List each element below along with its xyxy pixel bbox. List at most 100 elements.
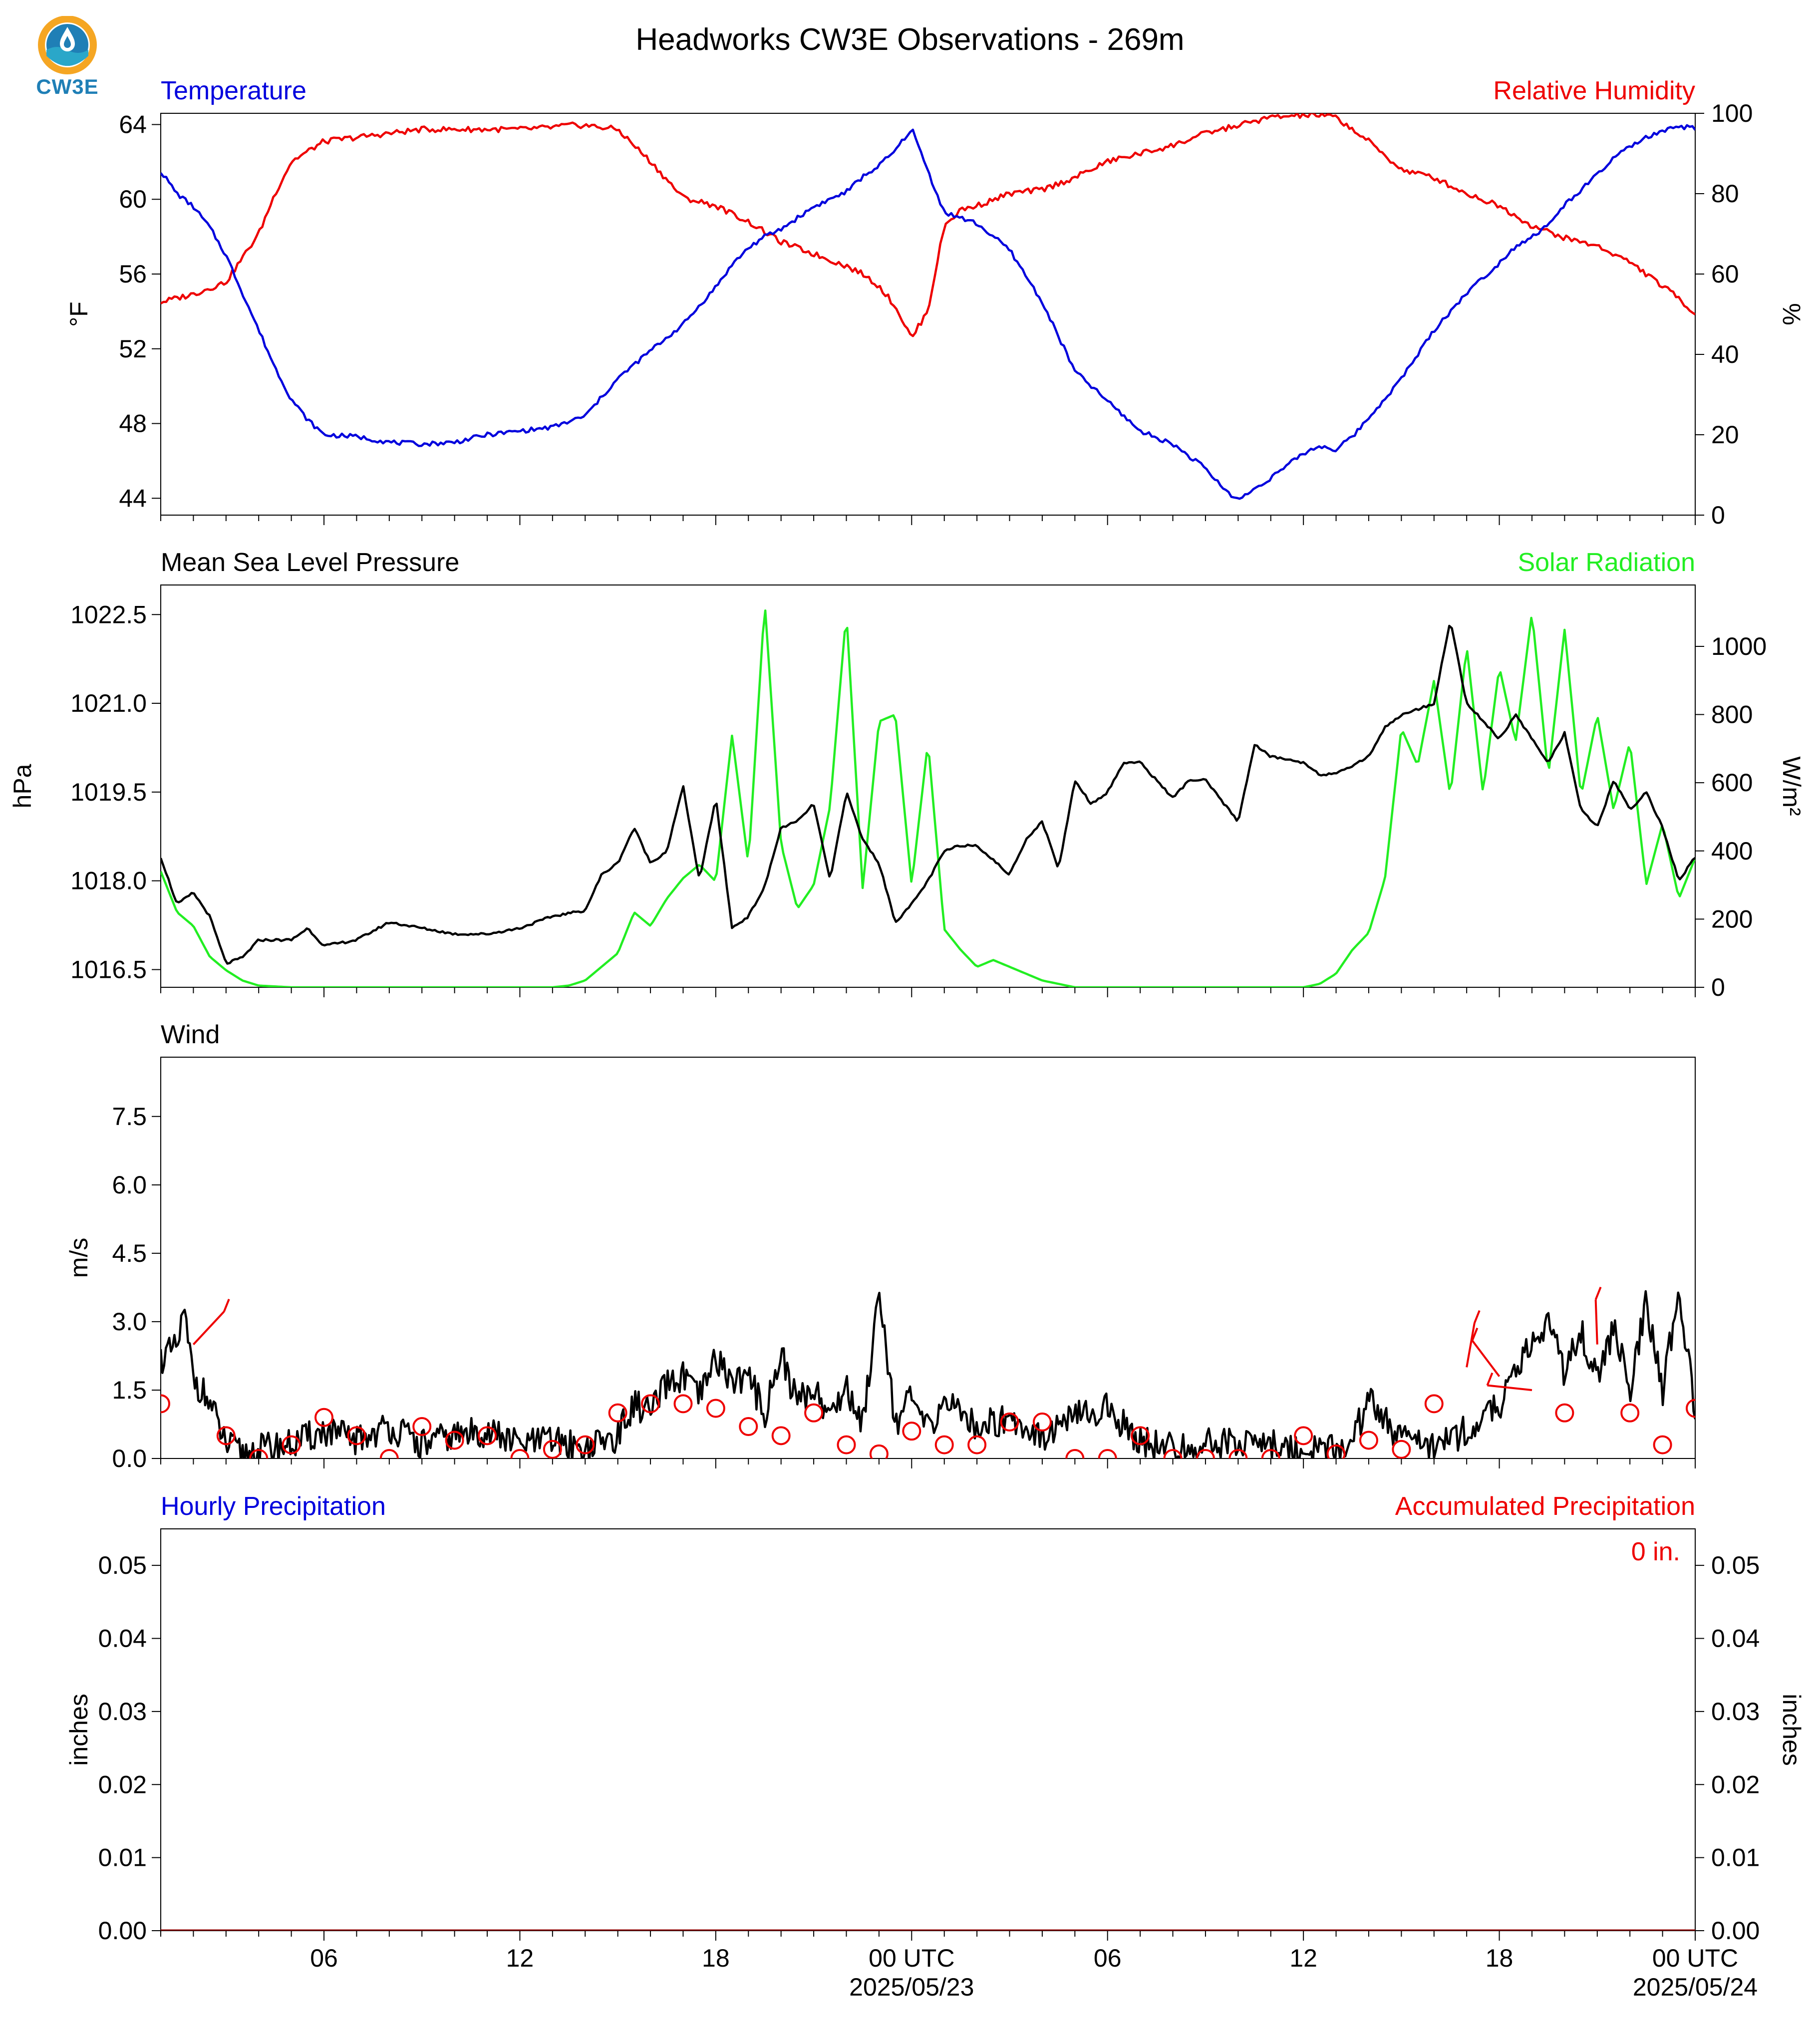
y-tick-label-left: 1022.5 [70, 600, 147, 628]
wind-speed-line [161, 1290, 1695, 1458]
y-tick-label-right: 0.00 [1711, 1917, 1760, 1945]
wind-barb-calm [1000, 1412, 1019, 1432]
y-tick-label-left: 6.0 [112, 1171, 147, 1199]
y-tick-label-left: 48 [119, 410, 147, 438]
wind-barb-calm [1294, 1426, 1313, 1446]
wind-barb [1466, 1323, 1476, 1368]
y-tick-label-right: 600 [1711, 769, 1753, 797]
wind-barb-calm [934, 1435, 954, 1454]
plot-frame [160, 584, 1696, 988]
y-tick-label-right: 20 [1711, 421, 1739, 449]
y-tick-label-left: 0.0 [112, 1445, 147, 1472]
wind-barb-calm [1131, 1426, 1150, 1446]
y-tick-label-right: 100 [1711, 99, 1753, 127]
wind-barb-calm [1261, 1449, 1280, 1458]
y-tick-label-left: 4.5 [112, 1239, 147, 1267]
cw3e-logo: CW3E [30, 15, 105, 106]
panel-title-left: Temperature [161, 76, 306, 105]
x-tick-label: 00 UTC [869, 1944, 954, 1972]
y-tick-label-right: 0.04 [1711, 1625, 1760, 1653]
y-axis-label-left: hPa [8, 764, 36, 808]
y-tick-label-left: 0.01 [98, 1844, 147, 1872]
y-tick-label-left: 0.00 [98, 1917, 147, 1945]
x-tick-label: 18 [702, 1944, 730, 1972]
y-tick-label-left: 64 [119, 110, 147, 138]
wind-barb-calm [347, 1426, 366, 1446]
y-tick-label-right: 40 [1711, 340, 1739, 368]
wind-barb-calm [1196, 1449, 1215, 1458]
wind-barb-calm [282, 1435, 301, 1454]
panel-title-right: Relative Humidity [1493, 76, 1695, 105]
wind-barb-calm [576, 1435, 595, 1454]
panel-title-right: Accumulated Precipitation [1395, 1492, 1695, 1521]
wind-barb-calm [379, 1449, 399, 1458]
y-tick-label-left: 1016.5 [70, 955, 147, 983]
plot-layer: Temperature Relative Humidity 44 48 52 56 60 64… [8, 76, 1806, 2001]
wind-barb-calm [510, 1449, 530, 1458]
x-date-label: 2025/05/24 [1633, 1973, 1758, 2001]
wind-barb-calm [902, 1422, 921, 1441]
x-tick-label: 12 [1289, 1944, 1317, 1972]
x-tick-label: 06 [310, 1944, 338, 1972]
y-tick-label-right: 200 [1711, 905, 1753, 933]
plot-frame [160, 1057, 1696, 1459]
pressure-line [161, 624, 1695, 965]
wind-barb-calm [673, 1394, 693, 1414]
panel-title-left: Wind [161, 1020, 220, 1049]
wind-barb-calm [608, 1403, 627, 1423]
wind-barb-calm [249, 1449, 269, 1458]
y-axis-label-right: % [1778, 303, 1806, 325]
wind-barb-calm [161, 1394, 170, 1414]
x-tick-label: 18 [1486, 1944, 1514, 1972]
y-tick-label-right: 0 [1711, 501, 1725, 529]
plot-frame [160, 113, 1696, 516]
y-axis-label-right: W/m² [1778, 756, 1806, 816]
temperature-line [161, 124, 1695, 500]
cw3e-logo-icon [38, 15, 97, 74]
y-tick-label-left: 44 [119, 484, 147, 512]
panel-title-right: Solar Radiation [1517, 548, 1695, 577]
x-tick-label: 00 UTC [1652, 1944, 1738, 1972]
y-tick-label-right: 0.01 [1711, 1844, 1760, 1872]
y-tick-label-left: 3.0 [112, 1308, 147, 1336]
y-axis-label-right: inches [1778, 1694, 1806, 1766]
y-tick-label-right: 0 [1711, 973, 1725, 1001]
wind-barb-calm [1326, 1444, 1346, 1458]
y-tick-label-right: 800 [1711, 701, 1753, 729]
wind-barb [192, 1311, 225, 1345]
wind-barb-calm [641, 1394, 660, 1414]
wind-barb-calm [1032, 1412, 1052, 1432]
y-tick-label-right: 0.02 [1711, 1770, 1760, 1798]
panel-title-left: Hourly Precipitation [161, 1492, 386, 1521]
x-tick-label: 12 [506, 1944, 534, 1972]
wind-barb-calm [1163, 1449, 1183, 1458]
y-axis-label-left: m/s [65, 1238, 93, 1278]
precip-total-annotation: 0 in. [1631, 1537, 1680, 1566]
wind-barb-calm [543, 1440, 562, 1458]
y-tick-label-left: 0.05 [98, 1551, 147, 1579]
wind-barb-calm [1686, 1399, 1695, 1418]
plot-frame [160, 1528, 1696, 1931]
wind-barb-calm [739, 1417, 758, 1437]
y-tick-label-left: 0.02 [98, 1770, 147, 1798]
y-tick-label-left: 0.04 [98, 1625, 147, 1653]
wind-barb-calm [1392, 1440, 1411, 1458]
wind-barb [1487, 1384, 1532, 1391]
logo-text: CW3E [36, 75, 99, 98]
y-tick-label-right: 80 [1711, 180, 1739, 208]
wind-barb-calm [445, 1431, 464, 1450]
wind-barb-calm [1555, 1403, 1574, 1423]
wind-barb-calm [216, 1426, 236, 1446]
y-axis-label-left: °F [65, 301, 93, 327]
x-date-label: 2025/05/23 [849, 1973, 974, 2001]
wind-barb-calm [967, 1435, 987, 1454]
y-tick-label-left: 7.5 [112, 1103, 147, 1131]
wind-barb-calm [1098, 1449, 1117, 1458]
y-tick-label-left: 1.5 [112, 1376, 147, 1404]
chart-title: Headworks CW3E Observations - 269m [635, 22, 1184, 57]
wind-barb-calm [314, 1408, 334, 1427]
y-tick-label-right: 60 [1711, 260, 1739, 288]
wind-barb-calm [1228, 1449, 1248, 1458]
wind-barb-calm [412, 1417, 432, 1437]
